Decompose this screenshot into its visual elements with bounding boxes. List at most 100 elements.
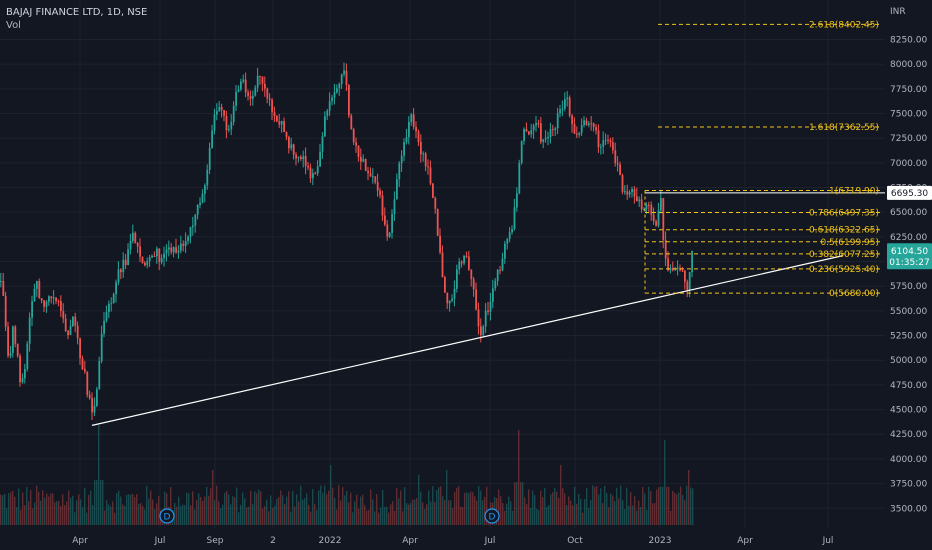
- candle-body: [14, 326, 17, 344]
- candle-body: [127, 249, 129, 266]
- candle-body: [441, 252, 444, 278]
- candle-body: [81, 358, 84, 370]
- volume-bar: [188, 493, 190, 525]
- volume-bar: [76, 500, 78, 525]
- candle-body: [482, 326, 485, 336]
- volume-bar: [110, 506, 112, 525]
- candle-body: [628, 192, 631, 195]
- volume-bar: [676, 494, 678, 525]
- volume-bar: [592, 485, 594, 525]
- volume-bar: [578, 494, 580, 525]
- dividend-marker-label: D: [489, 513, 496, 523]
- volume-bar: [612, 495, 614, 525]
- candle-body: [585, 120, 588, 125]
- volume-bar: [298, 501, 300, 525]
- volume-bar: [550, 494, 552, 525]
- volume-bar: [304, 498, 306, 525]
- candle-body: [67, 330, 69, 336]
- candle-body: [364, 159, 367, 171]
- candle-body: [79, 338, 81, 359]
- candle-body: [597, 130, 600, 148]
- candle-body: [228, 129, 230, 131]
- candle-body: [252, 95, 254, 99]
- volume-bar: [244, 498, 246, 525]
- candle-body: [655, 220, 657, 226]
- candle-body: [16, 343, 19, 356]
- volume-bar: [80, 499, 82, 525]
- candle-body: [477, 309, 480, 327]
- candle-body: [225, 115, 228, 131]
- volume-bar: [558, 498, 560, 525]
- candle-body: [220, 107, 223, 111]
- volume-bar: [374, 511, 376, 525]
- candle-body: [410, 114, 413, 122]
- candle-body: [60, 301, 62, 312]
- candle-body: [151, 255, 153, 258]
- volume-bar: [336, 509, 338, 525]
- candle-body: [535, 123, 537, 126]
- trendline-layer[interactable]: [91, 192, 885, 426]
- volume-bar: [72, 495, 74, 525]
- volume-bar: [446, 470, 448, 525]
- candle-body: [429, 167, 432, 184]
- candle-body: [612, 142, 614, 151]
- volume-legend[interactable]: Vol: [6, 20, 21, 31]
- volume-bar: [646, 509, 648, 525]
- candle-body: [480, 326, 482, 336]
- volume-bar: [196, 500, 198, 525]
- x-tick-label: Jul: [154, 536, 166, 546]
- fib-level-label: 1(6719.90): [829, 186, 879, 196]
- candle-body: [213, 114, 216, 131]
- candle-body: [273, 112, 276, 117]
- candle-body: [554, 128, 557, 130]
- candle-body: [237, 89, 240, 92]
- volume-bar: [212, 470, 214, 525]
- volume-bar: [144, 509, 146, 525]
- volume-bar: [334, 498, 336, 525]
- volume-bar: [588, 508, 590, 525]
- volume-bar: [12, 490, 14, 525]
- volume-bar: [436, 489, 438, 525]
- candle-body: [240, 81, 242, 90]
- volume-bar: [640, 507, 642, 525]
- y-tick-label: 4000.00: [890, 455, 927, 465]
- volume-bar: [26, 487, 28, 525]
- candle-body: [235, 91, 237, 106]
- volume-bar: [470, 491, 472, 525]
- volume-bar: [186, 492, 188, 525]
- candle-body: [460, 261, 463, 264]
- candle-body: [88, 394, 91, 398]
- candle-body: [122, 259, 125, 273]
- x-tick-label: Oct: [567, 536, 583, 546]
- fibonacci-extension[interactable]: 2.618(8402.45) 1.618(7362.55) 1(6719.90) 0.…: [644, 20, 880, 299]
- candle-body: [247, 92, 249, 96]
- candle-body: [362, 159, 365, 162]
- volume-bar: [268, 511, 270, 525]
- volume-bar: [100, 480, 102, 525]
- volume-bar: [250, 490, 252, 525]
- candle-body: [640, 199, 643, 210]
- volume-bar: [44, 497, 46, 525]
- candle-body: [451, 298, 453, 301]
- candle-body: [520, 141, 523, 163]
- candle-body: [652, 214, 655, 221]
- volume-bar: [660, 486, 662, 525]
- volume-bar: [368, 510, 370, 525]
- volume-bar: [214, 500, 216, 525]
- candle-body: [556, 113, 559, 129]
- candle-body: [321, 136, 324, 152]
- candle-body: [28, 317, 31, 344]
- candle-body: [271, 99, 273, 113]
- time-axis[interactable]: Apr Jul Sep 2 2022 Apr Jul Oct 2023 Apr Jul: [72, 536, 833, 546]
- candle-body: [688, 272, 691, 291]
- x-tick-label: Apr: [737, 536, 753, 546]
- symbol-title[interactable]: BAJAJ FINANCE LTD, 1D, NSE: [6, 7, 148, 18]
- candle-body: [254, 87, 257, 96]
- volume-bar: [58, 500, 60, 525]
- candle-body: [26, 343, 29, 370]
- volume-bar: [254, 491, 256, 525]
- volume-bar: [486, 486, 488, 525]
